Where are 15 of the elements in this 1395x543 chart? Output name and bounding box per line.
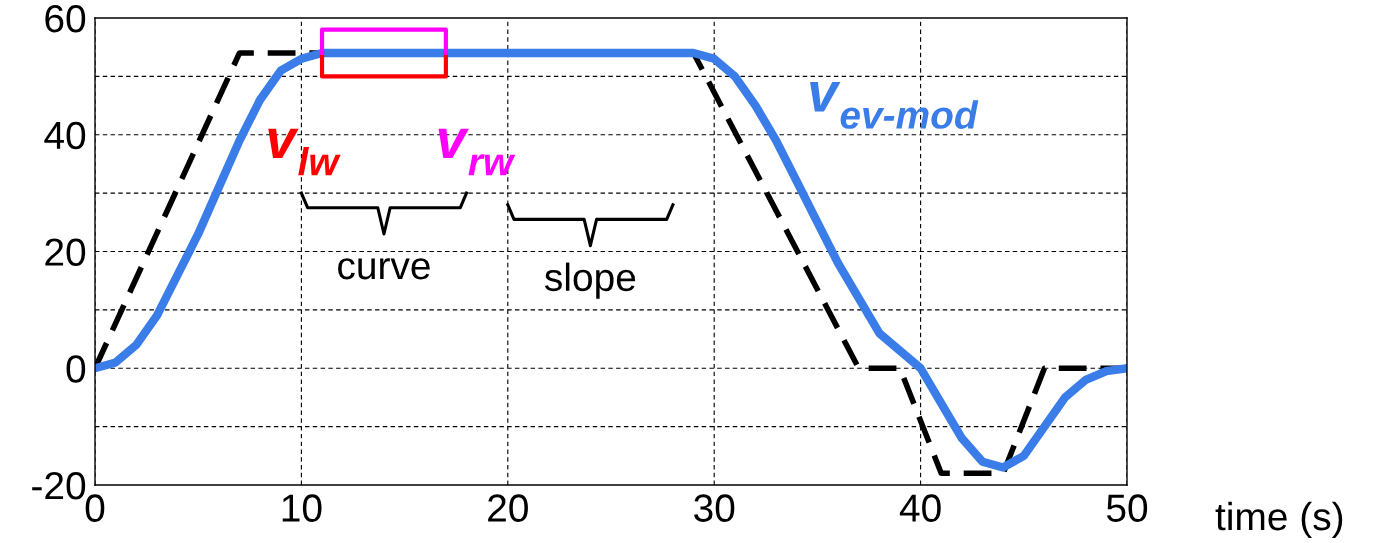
x-tick-label: 0 — [85, 494, 105, 522]
y-tick-label: 60 — [45, 4, 86, 33]
y-tick-label: -20 — [32, 471, 86, 500]
x-tick-label: 30 — [694, 494, 735, 522]
x-axis-title: time (s) — [1215, 501, 1343, 539]
x-tick-label: 40 — [899, 494, 941, 522]
series-label: vrw — [438, 128, 516, 176]
x-tick-label: 50 — [1106, 494, 1148, 522]
x-tick-label: 20 — [488, 494, 528, 522]
annotation: curve — [338, 258, 430, 280]
annotation: slope — [544, 262, 636, 299]
y-tick-label: 20 — [45, 238, 86, 266]
y-tick-label: 40 — [44, 121, 86, 150]
x-tick-label: 10 — [282, 494, 322, 522]
y-tick-label: 0 — [66, 355, 86, 383]
